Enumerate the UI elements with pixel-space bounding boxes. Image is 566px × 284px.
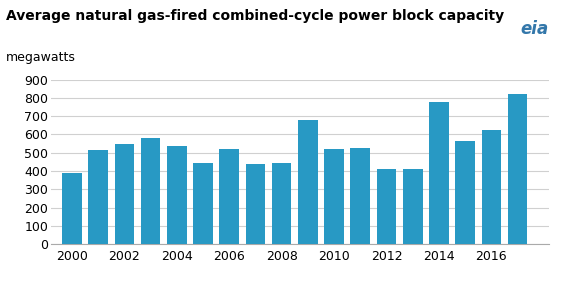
Bar (508, 94, 528, 244)
Bar (141, 137, 160, 244)
Bar (88, 150, 108, 244)
Bar (324, 149, 344, 244)
Bar (246, 164, 265, 244)
Bar (167, 146, 187, 244)
Bar (272, 163, 291, 244)
Bar (482, 130, 501, 244)
Bar (298, 120, 318, 244)
Bar (455, 141, 475, 244)
Text: Average natural gas-fired combined-cycle power block capacity: Average natural gas-fired combined-cycle… (6, 9, 504, 22)
Bar (429, 103, 449, 244)
Bar (193, 163, 213, 244)
Bar (114, 144, 134, 244)
Bar (350, 148, 370, 244)
Bar (62, 173, 82, 244)
Text: megawatts: megawatts (6, 51, 75, 64)
Bar (403, 169, 423, 244)
Bar (220, 149, 239, 244)
Bar (376, 169, 396, 244)
Text: eia: eia (521, 20, 549, 38)
